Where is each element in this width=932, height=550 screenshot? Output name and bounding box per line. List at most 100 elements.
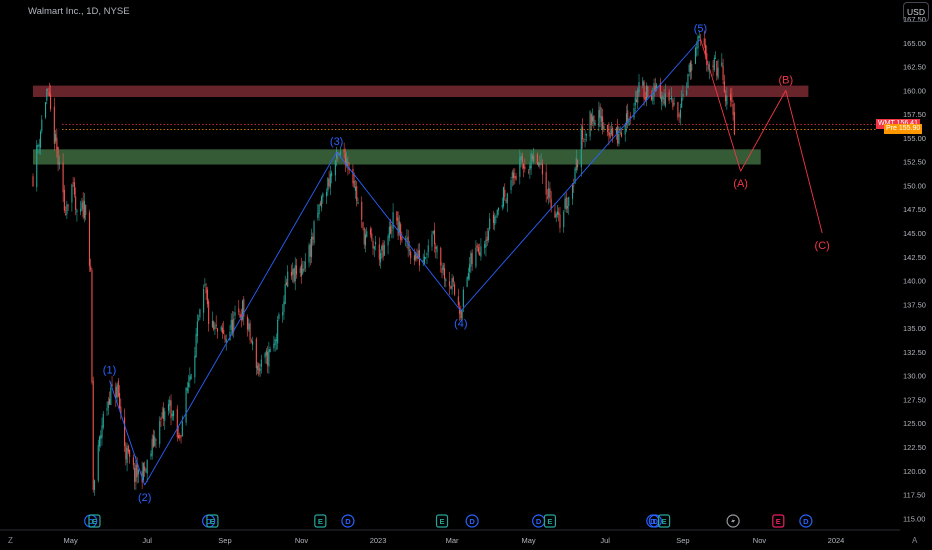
candle-body bbox=[387, 236, 389, 246]
candle-body bbox=[492, 214, 495, 223]
price-tick: 132.50 bbox=[903, 348, 926, 357]
premarket-value: 155.90 bbox=[898, 125, 921, 133]
candle-body bbox=[106, 408, 108, 411]
candle-body bbox=[188, 383, 190, 387]
candle-body bbox=[602, 116, 604, 130]
candle-body bbox=[417, 250, 419, 259]
candle-body bbox=[239, 313, 241, 318]
time-tick: Sep bbox=[218, 536, 231, 545]
candle-body bbox=[521, 155, 523, 163]
candle-body bbox=[159, 421, 161, 445]
candle-body bbox=[496, 209, 498, 216]
time-tick: Nov bbox=[295, 536, 309, 545]
candle-body bbox=[372, 240, 374, 249]
currency-button[interactable]: USD bbox=[903, 2, 929, 22]
candles-layer bbox=[32, 30, 735, 496]
candle-body bbox=[259, 368, 261, 372]
candle-body bbox=[654, 85, 656, 92]
candle-body bbox=[215, 324, 217, 327]
candle-body bbox=[479, 252, 481, 256]
candle-body bbox=[55, 133, 57, 142]
candle-body bbox=[338, 153, 340, 156]
candle-body bbox=[510, 179, 512, 191]
candle-body bbox=[310, 236, 313, 258]
candle-body bbox=[523, 164, 525, 169]
candle-body bbox=[549, 188, 551, 199]
candle-body bbox=[566, 206, 569, 209]
candle-body bbox=[199, 309, 201, 318]
candle-body bbox=[91, 270, 93, 382]
tradingview-logo[interactable]: Z bbox=[8, 536, 13, 545]
candle-body bbox=[629, 115, 631, 119]
candle-body bbox=[422, 260, 424, 262]
auto-scale-button[interactable]: A bbox=[912, 536, 918, 545]
price-axis[interactable]: 115.00 117.50 120.00 122.50 125.00 127.50 130.… bbox=[903, 15, 926, 523]
dividend-label: D bbox=[345, 517, 351, 526]
candle-body bbox=[469, 264, 471, 272]
candle-body bbox=[541, 163, 543, 175]
candle-body bbox=[506, 193, 508, 204]
candle-body bbox=[461, 309, 463, 321]
projection-segment bbox=[700, 38, 742, 172]
candle-body bbox=[590, 114, 592, 125]
candle-body bbox=[669, 98, 671, 100]
candle-body bbox=[627, 110, 629, 123]
symbol-title[interactable]: Walmart Inc., 1D, NYSE bbox=[28, 6, 130, 17]
candle-body bbox=[511, 171, 513, 179]
price-tick: 130.00 bbox=[903, 372, 926, 381]
price-tick: 140.00 bbox=[903, 277, 926, 286]
price-tick: 145.00 bbox=[903, 229, 926, 238]
candle-body bbox=[275, 339, 277, 341]
price-tick: 135.00 bbox=[903, 324, 926, 333]
candle-body bbox=[48, 91, 50, 97]
price-tick: 115.00 bbox=[903, 514, 925, 523]
candle-body bbox=[186, 388, 188, 391]
candle-body bbox=[225, 338, 227, 343]
candle-body bbox=[536, 154, 538, 165]
premarket-label: Pre bbox=[886, 125, 897, 133]
candle-body bbox=[707, 67, 709, 69]
candle-body bbox=[659, 83, 661, 99]
candle-body bbox=[664, 93, 666, 107]
candle-body bbox=[423, 256, 426, 264]
candle-body bbox=[208, 301, 210, 324]
candle-body bbox=[401, 237, 403, 241]
candle-body bbox=[36, 145, 38, 188]
candle-body bbox=[366, 231, 368, 237]
candle-body bbox=[329, 173, 331, 188]
candle-body bbox=[150, 453, 152, 457]
candle-body bbox=[146, 459, 148, 474]
candle-body bbox=[180, 435, 182, 437]
candle-body bbox=[98, 436, 101, 447]
candle-body bbox=[231, 319, 234, 335]
candle-body bbox=[327, 178, 329, 192]
price-tick: 162.50 bbox=[903, 63, 926, 72]
candle-body bbox=[189, 376, 191, 381]
candle-body bbox=[576, 160, 579, 168]
candle-body bbox=[250, 340, 252, 342]
candle-body bbox=[234, 312, 236, 316]
candle-body bbox=[575, 157, 577, 171]
candle-body bbox=[715, 57, 717, 59]
time-axis[interactable]: May Jul Sep Nov 2023 Mar May Jul Sep Nov 2024 bbox=[0, 529, 900, 545]
candle-body bbox=[357, 202, 359, 204]
candle-body bbox=[559, 214, 561, 228]
candle-body bbox=[230, 319, 232, 330]
candle-body bbox=[65, 214, 67, 216]
candle-body bbox=[723, 81, 725, 93]
wave-label: (5) bbox=[694, 23, 707, 35]
candle-body bbox=[442, 265, 444, 271]
dividend-marker bbox=[465, 514, 479, 528]
candle-body bbox=[204, 283, 206, 286]
candle-body bbox=[321, 196, 323, 208]
candle-body bbox=[213, 321, 215, 330]
candle-body bbox=[135, 464, 137, 482]
candle-body bbox=[154, 436, 156, 446]
candle-body bbox=[293, 268, 295, 283]
candle-body bbox=[102, 413, 104, 428]
candle-body bbox=[441, 267, 443, 274]
candle-body bbox=[568, 196, 570, 206]
candle-body bbox=[167, 404, 170, 411]
candle-body bbox=[125, 445, 127, 460]
